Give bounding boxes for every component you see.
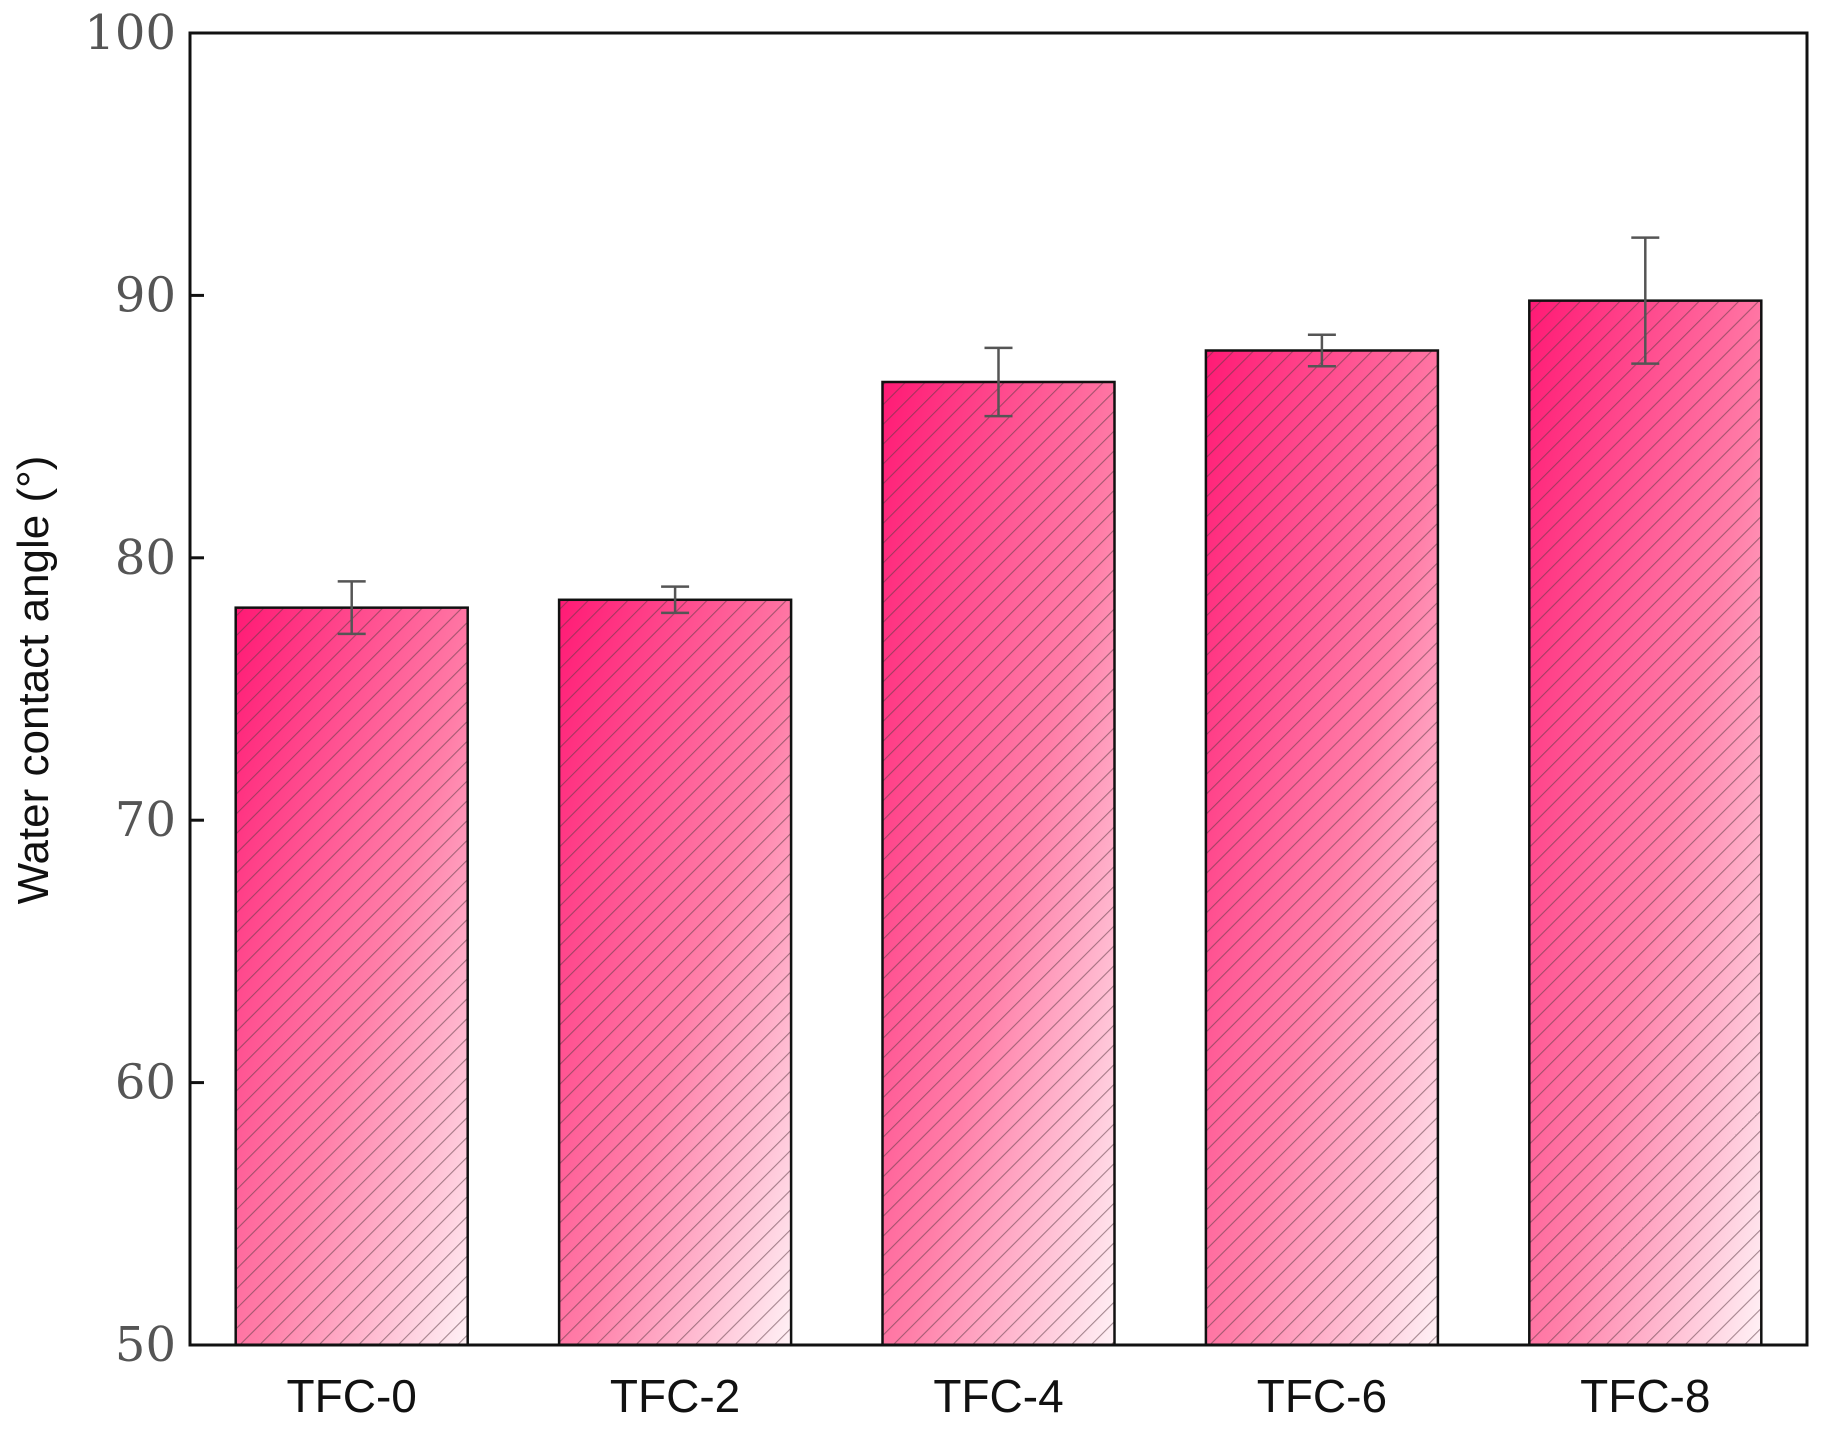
bar-outline — [234, 606, 469, 1347]
bar — [1528, 299, 1763, 1347]
y-tick-label: 90 — [115, 267, 176, 323]
x-tick-label: TFC-6 — [1257, 1370, 1387, 1422]
x-axis: TFC-0 TFC-2 TFC-4 TFC-6 TFC-8 — [287, 1370, 1711, 1422]
bar-outline — [881, 380, 1116, 1347]
y-tick-label: 100 — [84, 5, 176, 61]
x-tick-label: TFC-2 — [610, 1370, 740, 1422]
plot-frame — [188, 31, 1809, 1347]
error-bar — [984, 346, 1013, 418]
bar-outline — [1528, 299, 1763, 1347]
y-axis: 50 60 70 80 90 100 — [84, 5, 204, 1373]
y-axis-label: Water contact angle (°) — [9, 456, 58, 905]
bar-outline — [557, 598, 793, 1347]
bars-layer — [234, 299, 1763, 1347]
x-tick-label: TFC-0 — [287, 1370, 417, 1422]
x-tick-label: TFC-8 — [1580, 1370, 1710, 1422]
y-tick-label: 50 — [115, 1317, 176, 1373]
y-tick-label: 60 — [115, 1055, 176, 1111]
error-bar — [337, 580, 366, 636]
error-bar — [661, 585, 690, 615]
error-bar — [1307, 333, 1336, 368]
bar — [1204, 349, 1440, 1347]
y-tick-label: 80 — [115, 530, 176, 586]
error-bar — [1631, 236, 1660, 365]
bar — [234, 606, 469, 1347]
error-bars-layer — [337, 236, 1660, 636]
bar-outline — [1204, 349, 1440, 1347]
y-tick-label: 70 — [115, 792, 176, 848]
x-tick-label: TFC-4 — [933, 1370, 1063, 1422]
bar — [881, 380, 1116, 1347]
bar — [557, 598, 793, 1347]
